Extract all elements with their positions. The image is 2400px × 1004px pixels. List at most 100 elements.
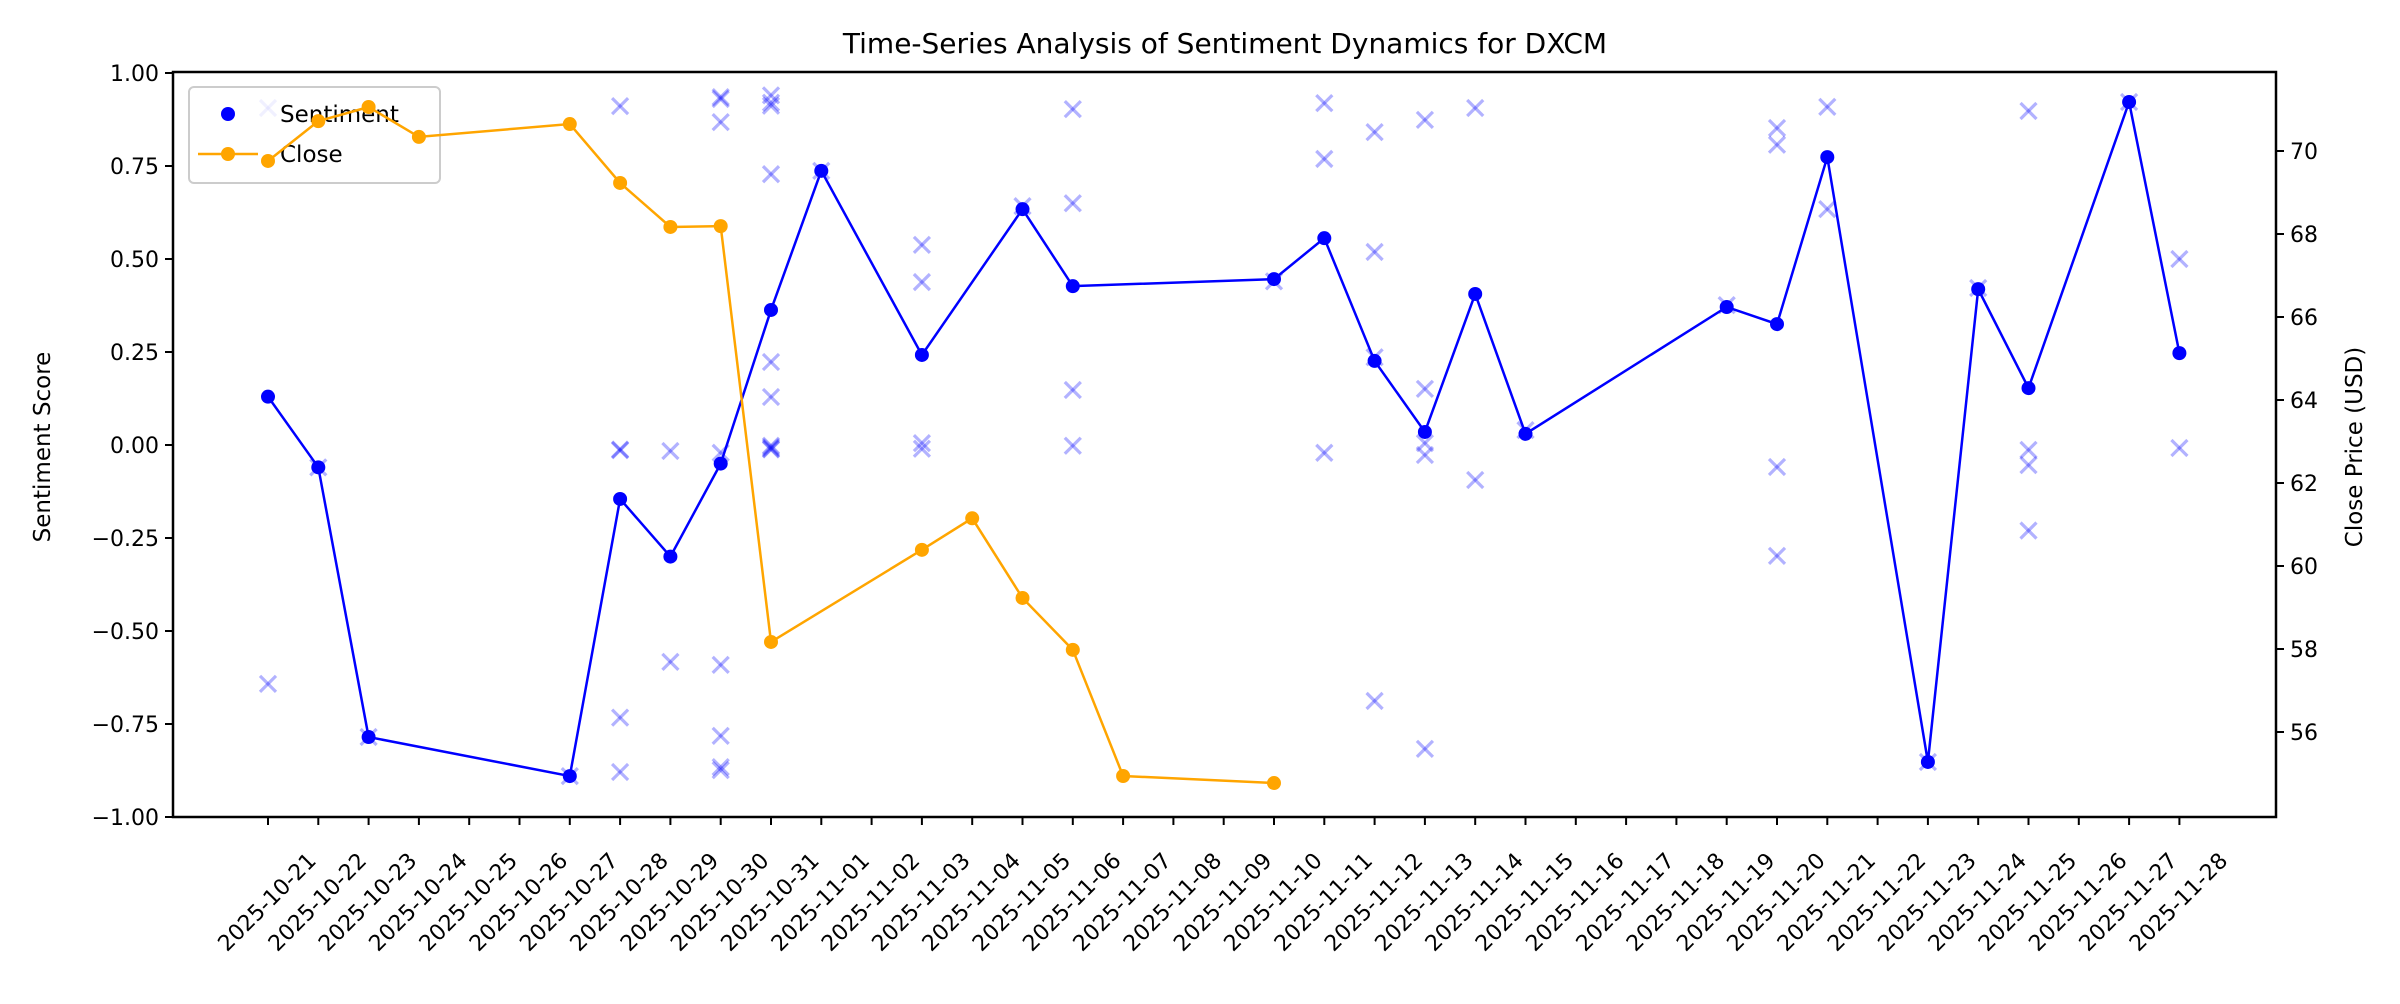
score-x-marker-icon [258,674,278,693]
score-x-marker-icon [1365,123,1384,142]
sentiment-point [1417,424,1432,439]
score-x-marker-icon [1063,380,1082,400]
close-point [562,117,577,132]
score-x-marker-icon [761,352,781,372]
score-x-marker-icon [2019,521,2038,540]
legend-sentiment-marker-icon [221,107,235,121]
sentiment-point [1267,272,1281,287]
score-x-marker-icon [1415,445,1435,465]
y-tick-label: 0.50 [110,248,159,273]
sentiment-point [1367,353,1382,368]
score-x-marker-icon [912,235,932,254]
score-x-marker-icon [711,726,730,746]
sentiment-series [261,95,2187,784]
y-right-tick-label: 58 [2290,638,2318,663]
close-point [311,114,326,129]
sentiment-point [613,491,628,506]
sentiment-point [261,389,275,404]
score-x-marker-icon [2019,455,2038,475]
y-tick-label: −0.25 [92,527,159,552]
sentiment-point [663,549,678,564]
score-x-marker-icon [1063,194,1082,213]
sentiment-point [1015,202,1030,217]
score-x-marker-icon [711,89,730,109]
score-x-marker-icon [761,439,781,458]
score-x-marker-icon [661,441,680,461]
y-right-tick-label: 62 [2290,472,2318,497]
score-x-marker-icon [912,439,932,458]
score-x-marker-icon [610,441,630,460]
close-point [613,175,628,190]
sentiment-point [914,347,929,362]
score-x-marker-icon [1767,457,1787,477]
y-tick-label: −0.75 [92,713,159,738]
sentiment-point [361,730,376,745]
score-x-marker-icon [1315,443,1334,462]
score-x-marker-icon [610,762,630,782]
score-x-marker-icon [1466,470,1485,490]
score-x-marker-icon [1767,546,1787,565]
chart-title: Time-Series Analysis of Sentiment Dynami… [842,27,1607,60]
legend-close-label: Close [280,142,343,168]
score-x-marker-icon [1767,135,1787,154]
close-point [663,219,678,234]
y-tick-label: 1.00 [110,62,159,87]
sentiment-point [1317,231,1332,246]
score-x-marker-icon [1063,436,1082,455]
close-point [411,129,426,144]
score-x-marker-icon [711,655,730,674]
y-tick-label: 0.75 [110,155,159,180]
sentiment-line [266,97,2181,778]
score-x-marker-icon [610,440,630,459]
y-tick-label: −0.50 [92,620,159,645]
score-x-marker-icon [761,440,781,459]
score-x-marker-icon [1415,739,1435,759]
y-tick-label: 0.00 [110,434,159,459]
score-x-marker-icon [1466,98,1485,118]
close-point [1116,768,1131,783]
y-tick-label: −1.00 [92,806,159,831]
y-axis-right: 56 58 60 62 64 66 68 70 [2276,140,2318,746]
score-x-marker-icon [1415,434,1435,453]
close-point [914,542,929,557]
sentiment-point [713,456,728,471]
score-x-marker-icon [610,96,630,116]
score-x-marker-icon [2019,440,2038,459]
sentiment-point [764,302,778,317]
score-x-marker-icon [2170,438,2189,458]
score-x-marker-icon [2170,249,2189,269]
close-point [764,634,778,649]
score-x-marker-icon [1415,379,1435,398]
sentiment-point [2172,346,2187,361]
score-x-marker-icon [1315,94,1334,113]
score-x-marker-icon [711,112,730,132]
sentiment-point [1719,299,1734,314]
close-point [1065,642,1080,657]
score-x-marker-icon [1415,110,1435,130]
close-series [261,100,1281,791]
legend: Sentiment Close [188,86,441,184]
score-x-marker-icon [711,760,730,780]
score-x-marker-icon [761,387,781,407]
y-right-tick-label: 64 [2290,389,2318,414]
y-right-tick-label: 68 [2290,223,2318,248]
close-point [1015,590,1030,605]
score-x-marker-icon [1315,149,1334,169]
score-x-marker-icon [1365,242,1384,262]
score-x-marker-icon [761,165,781,184]
score-x-marker-icon [761,436,781,455]
score-x-marker-icon [1818,200,1837,219]
legend-close-marker-icon [221,147,235,161]
sentiment-point [311,460,326,475]
close-point [1267,776,1281,791]
score-x-marker-icon [912,434,932,453]
y-right-tick-label: 60 [2290,555,2318,580]
score-x-marker-icon [711,88,730,107]
y-axis-right-label: Close Price (USD) [2342,347,2368,547]
y-axis-left: 1.00 0.75 0.50 0.25 0.00 −0.25 −0.50 −0.75 −1.00 [92,62,173,831]
close-point [261,153,275,168]
close-point [713,219,728,234]
score-x-marker-icon [761,96,781,115]
